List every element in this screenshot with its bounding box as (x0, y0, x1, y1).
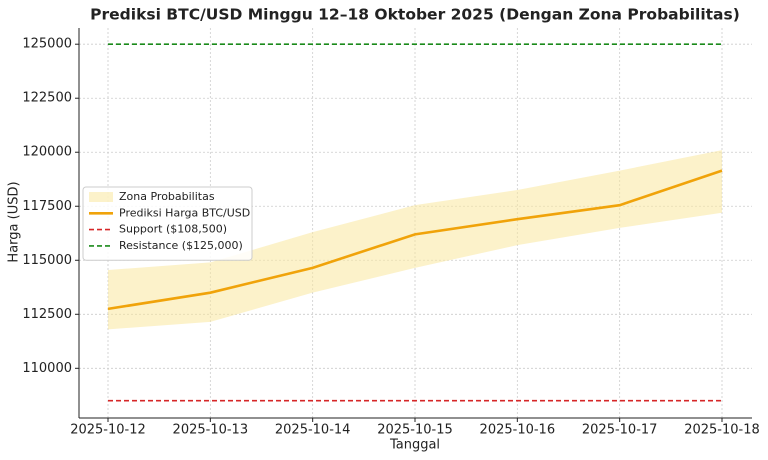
x-tick-label: 2025-10-18 (684, 423, 760, 438)
x-axis-label: Tanggal (389, 438, 440, 453)
x-tick-label: 2025-10-12 (70, 423, 146, 438)
x-tick-label: 2025-10-13 (173, 423, 249, 438)
y-tick-label: 115000 (22, 253, 72, 268)
legend-box (82, 186, 253, 261)
y-tick-label: 117500 (22, 199, 72, 214)
y-tick-label: 125000 (22, 37, 72, 52)
legend-label: Support ($108,500) (119, 223, 227, 236)
x-tick-label: 2025-10-16 (480, 423, 556, 438)
legend-label: Prediksi Harga BTC/USD (119, 206, 250, 219)
x-tick-label: 2025-10-17 (582, 423, 658, 438)
legend-label: Zona Probabilitas (119, 190, 215, 203)
legend-swatch (89, 192, 113, 202)
y-tick-label: 112500 (22, 307, 72, 322)
price-line (107, 169, 723, 311)
legend-label: Resistance ($125,000) (119, 239, 243, 252)
y-axis-label: Harga (USD) (7, 181, 22, 262)
chart-title: Prediksi BTC/USD Minggu 12–18 Oktober 20… (90, 6, 740, 24)
x-tick-label: 2025-10-14 (275, 423, 351, 438)
y-tick-label: 110000 (22, 361, 72, 376)
x-tick-label: 2025-10-15 (377, 423, 453, 438)
probability-band (108, 150, 722, 330)
y-tick-label: 122500 (22, 91, 72, 106)
legend: Zona Probabilitas Prediksi Harga BTC/USD S… (82, 186, 253, 261)
y-tick-label: 120000 (22, 145, 72, 160)
